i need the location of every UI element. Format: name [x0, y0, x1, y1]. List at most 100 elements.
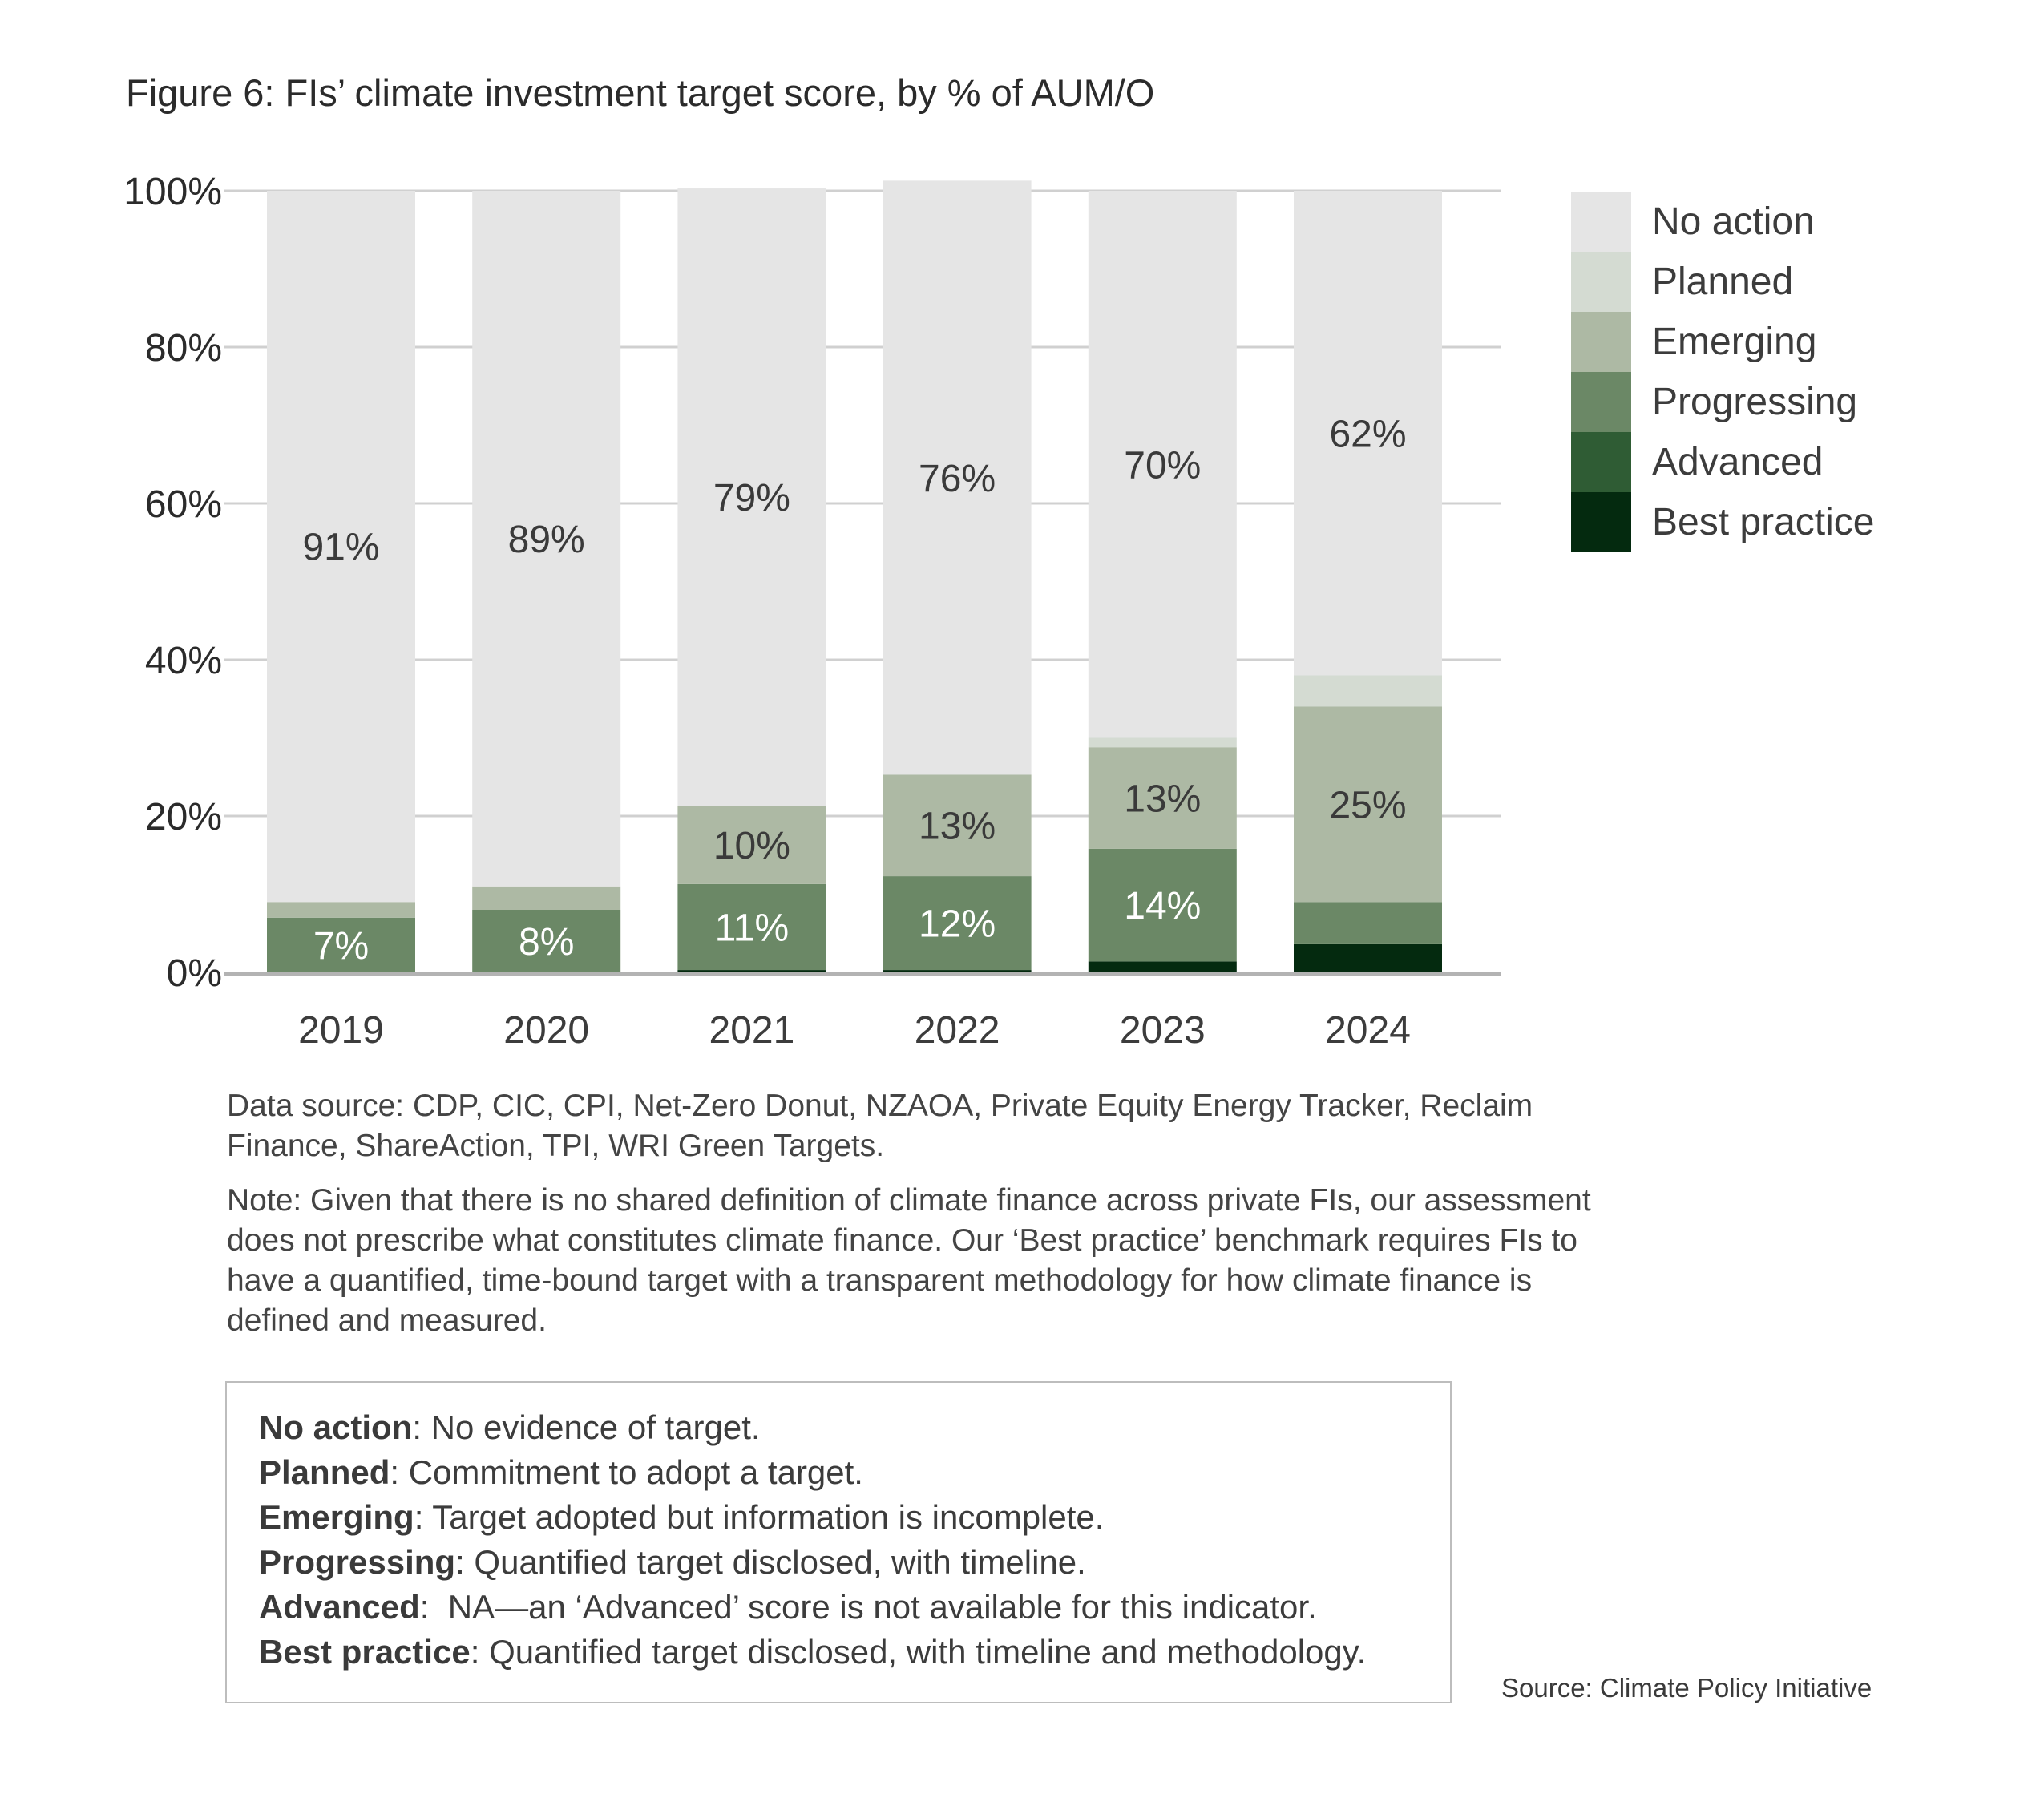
figure-title: Figure 6: FIs’ climate investment target… — [126, 71, 1155, 114]
bar-segment-planned — [1088, 737, 1237, 748]
bar-2022 — [883, 180, 1032, 972]
definition-term: Planned — [259, 1453, 390, 1491]
bar-segment-no-action — [1088, 191, 1237, 738]
definition-term: Best practice — [259, 1633, 471, 1671]
data-label: 76% — [919, 458, 996, 500]
bar-segment-planned — [1294, 675, 1442, 707]
bar-segment-progressing — [1294, 902, 1442, 944]
data-label: 12% — [919, 903, 996, 946]
legend-item-no-action: No action — [1571, 192, 1874, 252]
legend-swatch — [1571, 312, 1631, 372]
y-tick-label: 100% — [123, 171, 222, 213]
bar-segment-emerging — [677, 806, 826, 884]
bar-segment-no-action — [1294, 191, 1442, 676]
bar-2024 — [1294, 191, 1442, 972]
data-label: 25% — [1329, 784, 1406, 826]
definition-best-practice: Best practice: Quantified target disclos… — [259, 1630, 1366, 1675]
definition-emerging: Emerging: Target adopted but information… — [259, 1495, 1366, 1540]
gridlines — [224, 189, 1501, 818]
y-tick-label: 0% — [167, 952, 222, 995]
bar-segment-progressing — [883, 876, 1032, 971]
definition-term: Advanced — [259, 1588, 420, 1626]
legend-label: Planned — [1652, 261, 1794, 303]
bar-segment-no-action — [267, 191, 415, 903]
x-tick-label: 2021 — [709, 1009, 795, 1052]
data-label: 13% — [1124, 778, 1201, 821]
legend-swatch — [1571, 492, 1631, 552]
definition-text: : Target adopted but information is inco… — [414, 1498, 1105, 1536]
definition-text: : Quantified target disclosed, with time… — [455, 1543, 1086, 1581]
definitions-list: No action: No evidence of target. Planne… — [259, 1405, 1366, 1675]
y-tick-label: 80% — [145, 327, 222, 370]
bar-segment-best-practice — [883, 970, 1032, 972]
legend-swatch — [1571, 372, 1631, 432]
methodology-note: Note: Given that there is no shared defi… — [227, 1183, 1591, 1338]
bar-segment-emerging — [472, 886, 621, 910]
data-label: 89% — [508, 519, 585, 561]
x-tick-label: 2022 — [915, 1009, 1000, 1052]
x-tick-label: 2019 — [298, 1009, 384, 1052]
bar-segment-progressing — [677, 883, 826, 971]
definition-term: No action — [259, 1408, 413, 1446]
legend-swatch — [1571, 252, 1631, 312]
legend-label: No action — [1652, 200, 1815, 243]
legend-label: Advanced — [1652, 441, 1824, 483]
legend-label: Best practice — [1652, 501, 1875, 543]
bar-segment-no-action — [472, 191, 621, 887]
data-label: 79% — [713, 477, 790, 519]
definition-term: Emerging — [259, 1498, 414, 1536]
y-tick-label: 60% — [145, 483, 222, 526]
definition-no-action: No action: No evidence of target. — [259, 1405, 1366, 1450]
definition-text: : Commitment to adopt a target. — [390, 1453, 863, 1491]
notes: Data source: CDP, CIC, CPI, Net-Zero Don… — [227, 1086, 1638, 1356]
bar-segment-no-action — [677, 188, 826, 806]
bar-segment-emerging — [1294, 706, 1442, 903]
bar-2021 — [677, 188, 826, 972]
bar-segment-progressing — [1088, 848, 1237, 962]
legend-item-planned: Planned — [1571, 252, 1874, 312]
definitions-box: No action: No evidence of target. Planne… — [225, 1381, 1452, 1703]
legend-swatch — [1571, 192, 1631, 252]
axes: 0% 20% 40% 60% 80% 100% 2019 2020 2021 2022 2023 20… — [123, 171, 1501, 1052]
bar-segment-emerging — [883, 774, 1032, 877]
data-label: 8% — [519, 921, 574, 964]
data-source-note: Data source: CDP, CIC, CPI, Net-Zero Don… — [227, 1089, 1533, 1163]
legend-label: Emerging — [1652, 321, 1817, 363]
bar-segment-best-practice — [677, 970, 826, 972]
y-tick-label: 40% — [145, 640, 222, 682]
legend-swatch — [1571, 432, 1631, 492]
data-label: 7% — [313, 925, 369, 968]
bar-2020 — [472, 191, 621, 972]
bar-segment-no-action — [883, 180, 1032, 775]
data-label: 14% — [1124, 885, 1201, 927]
legend-item-advanced: Advanced — [1571, 432, 1874, 492]
definition-term: Progressing — [259, 1543, 456, 1581]
legend-label: Progressing — [1652, 381, 1858, 423]
data-labels: 7% 91% 8% 89% 11% 10% 79% 12% 13% 76% 14% 13% 70% 25%… — [302, 413, 1406, 968]
x-tick-label: 2020 — [503, 1009, 589, 1052]
data-label: 91% — [302, 527, 379, 569]
definition-text: : NA—an ‘Advanced’ score is not availabl… — [419, 1588, 1317, 1626]
bar-segment-progressing — [267, 917, 415, 972]
bar-segment-progressing — [472, 910, 621, 972]
bar-segment-best-practice — [1294, 943, 1442, 972]
bars — [267, 180, 1442, 972]
x-tick-label: 2024 — [1325, 1009, 1411, 1052]
bar-segment-emerging — [267, 902, 415, 918]
definition-advanced: Advanced: NA—an ‘Advanced’ score is not … — [259, 1585, 1366, 1630]
legend-item-emerging: Emerging — [1571, 312, 1874, 372]
data-label: 10% — [713, 825, 790, 867]
source-credit: Source: Climate Policy Initiative — [1501, 1673, 1872, 1703]
bar-segment-best-practice — [1088, 961, 1237, 972]
data-label: 70% — [1124, 444, 1201, 487]
legend: No action Planned Emerging Progressing A… — [1571, 192, 1874, 552]
stacked-bar-chart: 7% 91% 8% 89% 11% 10% 79% 12% 13% 76% 14% 13% 70% 25%… — [123, 171, 1501, 1052]
x-tick-label: 2023 — [1120, 1009, 1206, 1052]
definition-text: : Quantified target disclosed, with time… — [470, 1633, 1367, 1671]
definition-text: : No evidence of target. — [412, 1408, 761, 1446]
bar-2023 — [1088, 191, 1237, 972]
legend-item-progressing: Progressing — [1571, 372, 1874, 432]
bar-segment-emerging — [1088, 747, 1237, 849]
data-label: 11% — [715, 907, 790, 949]
data-label: 13% — [919, 806, 996, 848]
